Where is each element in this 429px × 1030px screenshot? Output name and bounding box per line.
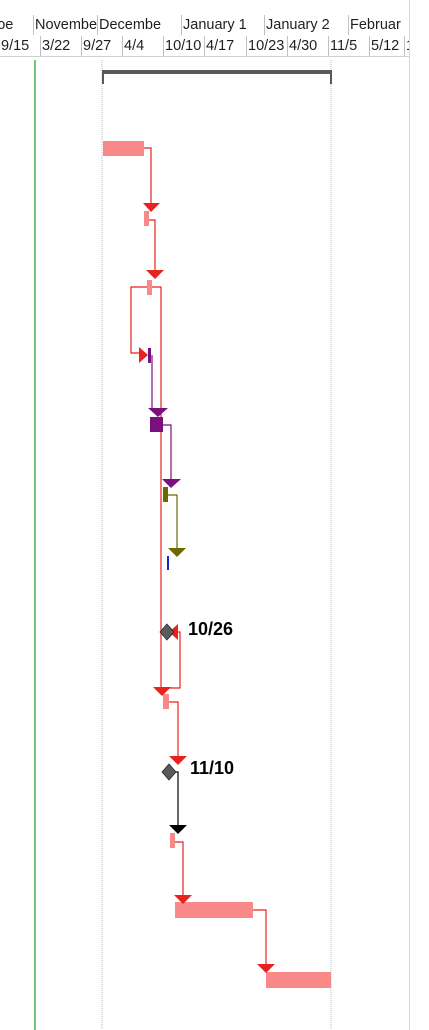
timescale-top-cell: Februar: [348, 15, 409, 35]
dependency-link: [163, 424, 172, 480]
timescale-top-cell: January 2: [264, 15, 348, 35]
link-arrowhead: [174, 895, 192, 904]
project-summary-bar[interactable]: [102, 70, 332, 84]
dependency-link: [252, 909, 267, 966]
link-arrowhead: [168, 548, 186, 557]
timescale-bottom-cell: 3/22: [40, 36, 81, 56]
timescale-top-cell: ɔe: [0, 15, 33, 35]
timescale-bottom-cell: 9/15: [1, 38, 30, 54]
dependency-link: [144, 147, 152, 204]
task-bar[interactable]: [175, 902, 253, 918]
timescale-bottom-cell: 10/23: [246, 36, 287, 56]
link-arrowhead: [139, 347, 148, 363]
timescale-bottom-cell: 11/5: [328, 36, 369, 56]
pane-divider[interactable]: [409, 0, 410, 1030]
timescale-top-tier: ɔe Novembe Decembe January 1 January 2 F…: [0, 15, 409, 35]
task-bar[interactable]: [148, 348, 151, 363]
timescale-bottom-cell: 4/30: [287, 36, 328, 56]
link-arrowhead: [169, 756, 187, 765]
link-arrowhead: [169, 825, 187, 834]
link-arrowhead: [153, 687, 171, 696]
link-arrowhead: [146, 270, 164, 279]
dependency-link: [166, 631, 181, 689]
timescale-bottom-cell: 5/12: [369, 36, 404, 56]
task-bar[interactable]: [266, 972, 331, 988]
milestone-diamond[interactable]: [159, 623, 175, 641]
timescale-bottom-tier: 9/15 3/22 9/27 4/4 10/10 4/17 10/23 4/30…: [0, 36, 409, 57]
task-bar[interactable]: [170, 833, 175, 848]
task-bar[interactable]: [167, 556, 169, 570]
timescale-top-cell: Decembe: [97, 15, 181, 35]
link-arrowhead: [257, 964, 275, 973]
timescale-top-cell: January 1: [181, 15, 264, 35]
dependency-link: [152, 286, 162, 348]
task-bar[interactable]: [163, 487, 168, 502]
timescale-top-cell: Novembe: [33, 15, 97, 35]
dependency-link: [175, 841, 184, 898]
right-pane: [410, 0, 429, 1030]
gantt-timescale: ɔe Novembe Decembe January 1 January 2 F…: [0, 0, 409, 60]
task-bar[interactable]: [163, 694, 169, 709]
dependency-link: [168, 701, 179, 758]
dependency-link: [170, 771, 179, 826]
timescale-bottom-cell: 4/4: [122, 36, 163, 56]
task-bar[interactable]: [147, 280, 152, 295]
link-arrowhead: [148, 408, 168, 417]
milestone-diamond[interactable]: [161, 763, 177, 781]
task-bar[interactable]: [103, 141, 144, 156]
timescale-bottom-cell: 10/10: [163, 36, 204, 56]
dependency-link: [167, 494, 178, 550]
gantt-chart-area: [34, 60, 332, 1030]
dependency-link: [149, 219, 156, 272]
dependency-link: [130, 286, 147, 354]
timescale-bottom-cell: 4/17: [204, 36, 246, 56]
timescale-bottom-cell: 1: [404, 36, 409, 56]
milestone-date-label: 10/26: [188, 619, 234, 639]
task-bar[interactable]: [144, 211, 149, 226]
timescale-bottom-cell: 9/27: [81, 36, 122, 56]
link-arrowhead: [143, 203, 160, 212]
task-bar[interactable]: [150, 417, 163, 432]
link-arrowhead: [162, 479, 181, 488]
milestone-date-label: 11/10: [190, 758, 235, 778]
